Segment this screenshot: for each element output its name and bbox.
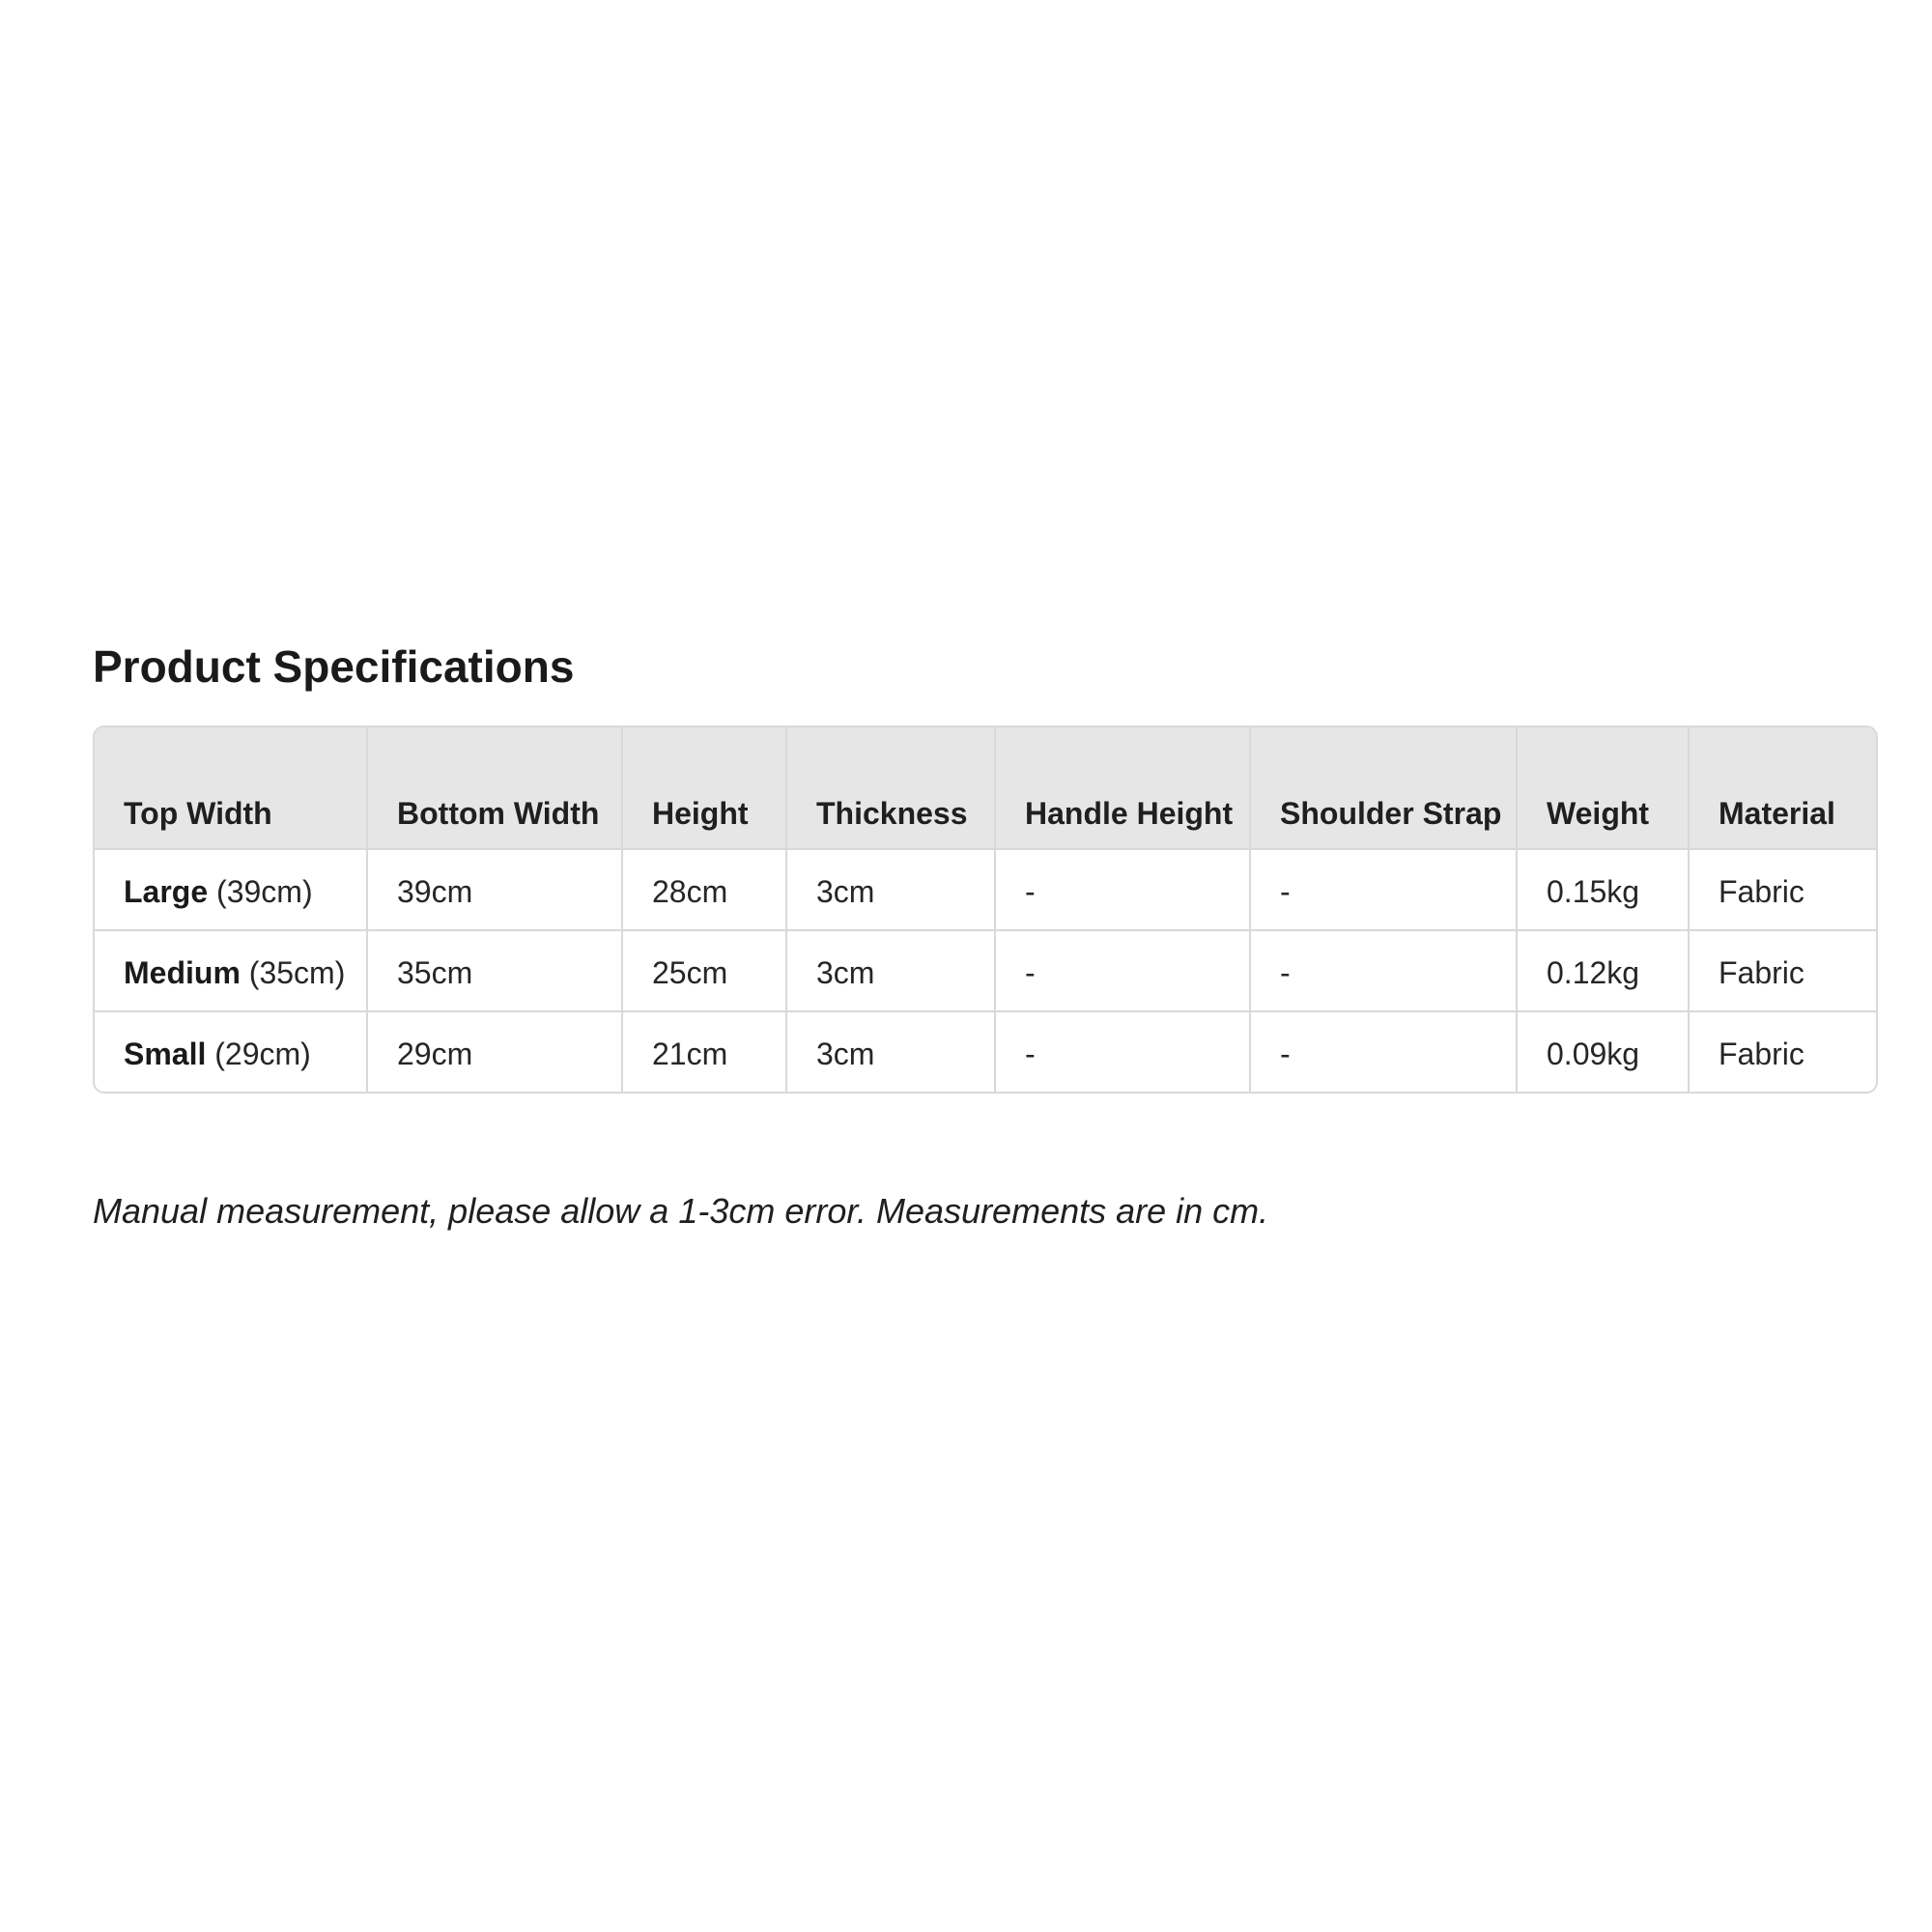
table-header-row: Top Width Bottom Width Height Thickness … (95, 727, 1876, 850)
page-title: Product Specifications (93, 641, 575, 692)
header-top-width: Top Width (95, 727, 368, 850)
height-cell: 28cm (622, 849, 787, 931)
size-cell: Medium (35cm) (95, 930, 368, 1012)
header-thickness: Thickness (786, 727, 996, 850)
size-detail: (39cm) (208, 874, 313, 909)
bottom-width-cell: 35cm (367, 930, 623, 1012)
shoulder-strap-cell: - (1250, 930, 1518, 1012)
table-row: Large (39cm) 39cm 28cm 3cm - - 0.15kg Fa… (95, 849, 1876, 931)
header-weight: Weight (1517, 727, 1690, 850)
weight-cell: 0.15kg (1517, 849, 1690, 931)
spec-table: Top Width Bottom Width Height Thickness … (95, 727, 1876, 1092)
size-name: Large (124, 874, 209, 909)
size-cell: Small (29cm) (95, 1011, 368, 1092)
size-name: Medium (124, 955, 241, 990)
header-material: Material (1689, 727, 1876, 850)
height-cell: 25cm (622, 930, 787, 1012)
header-shoulder-strap: Shoulder Strap (1250, 727, 1518, 850)
thickness-cell: 3cm (786, 849, 996, 931)
weight-cell: 0.09kg (1517, 1011, 1690, 1092)
material-cell: Fabric (1689, 849, 1876, 931)
table-row: Medium (35cm) 35cm 25cm 3cm - - 0.12kg F… (95, 930, 1876, 1012)
height-cell: 21cm (622, 1011, 787, 1092)
shoulder-strap-cell: - (1250, 1011, 1518, 1092)
header-height: Height (622, 727, 787, 850)
bottom-width-cell: 39cm (367, 849, 623, 931)
size-name: Small (124, 1037, 207, 1071)
header-handle-height: Handle Height (995, 727, 1251, 850)
handle-height-cell: - (995, 930, 1251, 1012)
shoulder-strap-cell: - (1250, 849, 1518, 931)
handle-height-cell: - (995, 849, 1251, 931)
bottom-width-cell: 29cm (367, 1011, 623, 1092)
table-row: Small (29cm) 29cm 21cm 3cm - - 0.09kg Fa… (95, 1011, 1876, 1092)
weight-cell: 0.12kg (1517, 930, 1690, 1012)
thickness-cell: 3cm (786, 930, 996, 1012)
handle-height-cell: - (995, 1011, 1251, 1092)
size-cell: Large (39cm) (95, 849, 368, 931)
product-specifications-section: Product Specifications Top Width Bottom … (93, 639, 1880, 1231)
spec-table-container: Top Width Bottom Width Height Thickness … (93, 725, 1878, 1094)
size-detail: (35cm) (240, 955, 346, 990)
material-cell: Fabric (1689, 930, 1876, 1012)
header-bottom-width: Bottom Width (367, 727, 623, 850)
size-detail: (29cm) (206, 1037, 311, 1071)
thickness-cell: 3cm (786, 1011, 996, 1092)
measurement-footnote: Manual measurement, please allow a 1-3cm… (93, 1191, 1269, 1231)
material-cell: Fabric (1719, 1037, 1804, 1071)
